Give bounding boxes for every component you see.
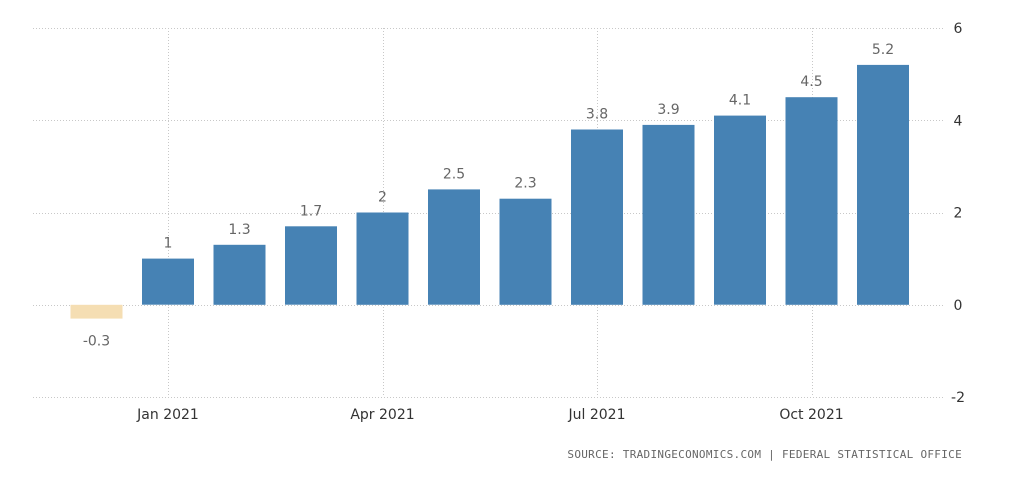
bar bbox=[142, 258, 194, 305]
bar bbox=[285, 226, 337, 305]
y-tick-label: 6 bbox=[954, 21, 963, 37]
bar bbox=[356, 212, 409, 305]
x-axis: Jan 2021 Apr 2021 Jul 2021 Oct 2021 bbox=[136, 407, 843, 423]
bar bbox=[213, 244, 266, 305]
data-label: 2 bbox=[378, 190, 387, 206]
y-axis: -2 0 2 4 6 bbox=[951, 21, 965, 406]
x-tick-label: Jul 2021 bbox=[568, 407, 626, 423]
bar bbox=[571, 129, 623, 305]
bar bbox=[499, 198, 552, 305]
data-label: -0.3 bbox=[83, 334, 110, 350]
data-label: 2.3 bbox=[514, 176, 536, 192]
bar bbox=[642, 124, 695, 305]
source-note: SOURCE: TRADINGECONOMICS.COM | FEDERAL S… bbox=[567, 448, 962, 461]
x-tick-label: Oct 2021 bbox=[779, 407, 843, 423]
y-tick-label: 2 bbox=[954, 206, 963, 222]
data-label: 1.3 bbox=[228, 222, 250, 238]
data-labels: -0.3 1 1.3 1.7 2 2.5 2.3 3.8 3.9 4.1 4.5 5.2 bbox=[83, 42, 894, 350]
y-tick-label: 0 bbox=[954, 298, 963, 314]
bar bbox=[785, 97, 838, 305]
y-tick-label: -2 bbox=[951, 390, 965, 406]
y-tick-label: 4 bbox=[954, 113, 963, 129]
x-tick-label: Apr 2021 bbox=[350, 407, 414, 423]
data-label: 3.9 bbox=[657, 102, 679, 118]
bar bbox=[857, 64, 909, 305]
data-label: 1.7 bbox=[300, 203, 322, 219]
data-label: 1 bbox=[164, 236, 173, 252]
data-label: 3.8 bbox=[586, 107, 608, 123]
bar bbox=[70, 304, 123, 319]
data-label: 4.1 bbox=[729, 93, 751, 109]
bar bbox=[428, 189, 480, 305]
data-label: 5.2 bbox=[872, 42, 894, 58]
x-tick-label: Jan 2021 bbox=[136, 407, 199, 423]
data-label: 4.5 bbox=[800, 74, 822, 90]
data-label: 2.5 bbox=[443, 166, 465, 182]
bar bbox=[714, 115, 766, 305]
bars bbox=[70, 64, 909, 319]
